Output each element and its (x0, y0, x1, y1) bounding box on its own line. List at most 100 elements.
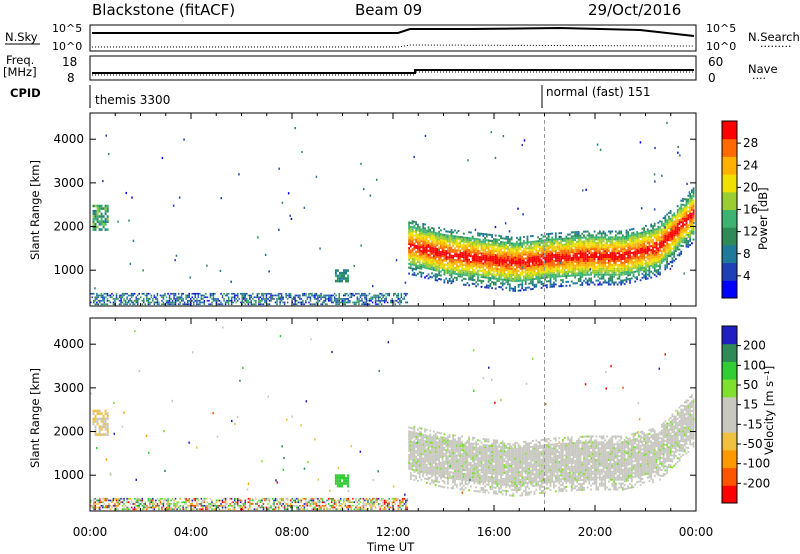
data-cell (147, 298, 150, 300)
data-cell (627, 266, 630, 269)
data-cell (143, 504, 145, 507)
data-cell (450, 268, 453, 271)
data-cell (540, 239, 543, 242)
data-cell (507, 257, 509, 260)
data-cell (625, 276, 628, 279)
data-cell (185, 501, 187, 504)
data-cell (493, 273, 495, 276)
data-cell (521, 250, 524, 252)
data-cell (662, 236, 665, 239)
data-cell (459, 238, 462, 240)
data-cell (409, 227, 412, 230)
data-cell (630, 248, 633, 250)
data-cell (648, 233, 651, 236)
data-cell (650, 270, 653, 273)
data-cell (211, 301, 213, 304)
data-cell (153, 303, 156, 306)
data-cell (508, 263, 511, 266)
data-cell (185, 298, 187, 300)
data-cell (491, 245, 493, 248)
data-cell (574, 252, 577, 255)
data-cell (471, 251, 474, 254)
data-cell (424, 243, 426, 246)
data-cell (418, 255, 421, 258)
data-cell (687, 239, 690, 242)
data-cell (478, 264, 481, 266)
data-cell (675, 220, 677, 223)
data-cell (590, 256, 592, 258)
data-cell (554, 259, 557, 262)
data-cell (255, 301, 257, 304)
data-cell (561, 257, 564, 260)
data-cell (390, 299, 392, 302)
data-cell (637, 236, 640, 239)
data-cell (473, 271, 476, 274)
data-cell (669, 243, 672, 246)
data-cell (537, 236, 539, 239)
data-cell (547, 244, 550, 247)
data-cell (112, 301, 115, 304)
data-cell (602, 267, 605, 270)
data-cell (427, 240, 430, 242)
data-cell (170, 503, 172, 505)
nave-label: Nave (748, 62, 778, 76)
data-cell (583, 266, 585, 268)
data-cell (655, 243, 658, 246)
data-cell (531, 276, 534, 279)
data-cell (478, 232, 481, 235)
data-cell (447, 262, 449, 265)
data-cell (643, 231, 645, 234)
data-cell (457, 247, 460, 250)
data-cell (98, 228, 101, 231)
data-cell (302, 303, 304, 306)
data-cell (318, 294, 321, 297)
data-cell (561, 267, 564, 270)
data-cell (329, 298, 331, 300)
data-cell (434, 273, 437, 276)
data-cell (533, 240, 536, 243)
data-cell (434, 235, 437, 238)
data-cell (563, 259, 566, 262)
data-cell (338, 298, 340, 300)
data-cell (648, 257, 651, 260)
data-cell (466, 254, 469, 257)
data-cell (646, 277, 649, 280)
data-cell (637, 240, 640, 243)
data-cell (609, 230, 612, 233)
data-cell (614, 244, 617, 247)
data-cell (609, 256, 612, 258)
data-cell (531, 278, 534, 281)
data-cell (314, 292, 316, 295)
data-cell (441, 245, 444, 248)
data-cell (485, 253, 488, 256)
data-cell (411, 269, 414, 272)
data-cell (671, 259, 674, 262)
data-cell (429, 260, 432, 263)
data-cell (180, 292, 183, 295)
data-cell (279, 298, 281, 300)
data-cell (130, 501, 133, 504)
data-cell (431, 231, 433, 234)
data-cell (519, 271, 522, 274)
data-cell (609, 236, 612, 239)
data-cell (517, 246, 520, 249)
data-cell (577, 240, 580, 243)
data-cell (415, 264, 417, 267)
data-cell (102, 296, 104, 299)
data-cell (590, 281, 592, 284)
data-cell (622, 258, 624, 260)
data-cell (203, 294, 206, 297)
data-cell (558, 245, 561, 248)
data-cell (246, 299, 248, 302)
data-cell (94, 303, 96, 306)
data-cell (179, 303, 181, 306)
data-cell (565, 251, 568, 254)
data-cell (685, 229, 688, 232)
data-cell (645, 256, 647, 259)
data-cell (409, 221, 412, 224)
data-cell (634, 241, 637, 244)
data-cell (441, 261, 444, 264)
data-cell (223, 299, 225, 302)
data-cell (685, 210, 688, 213)
data-cell (689, 200, 691, 203)
